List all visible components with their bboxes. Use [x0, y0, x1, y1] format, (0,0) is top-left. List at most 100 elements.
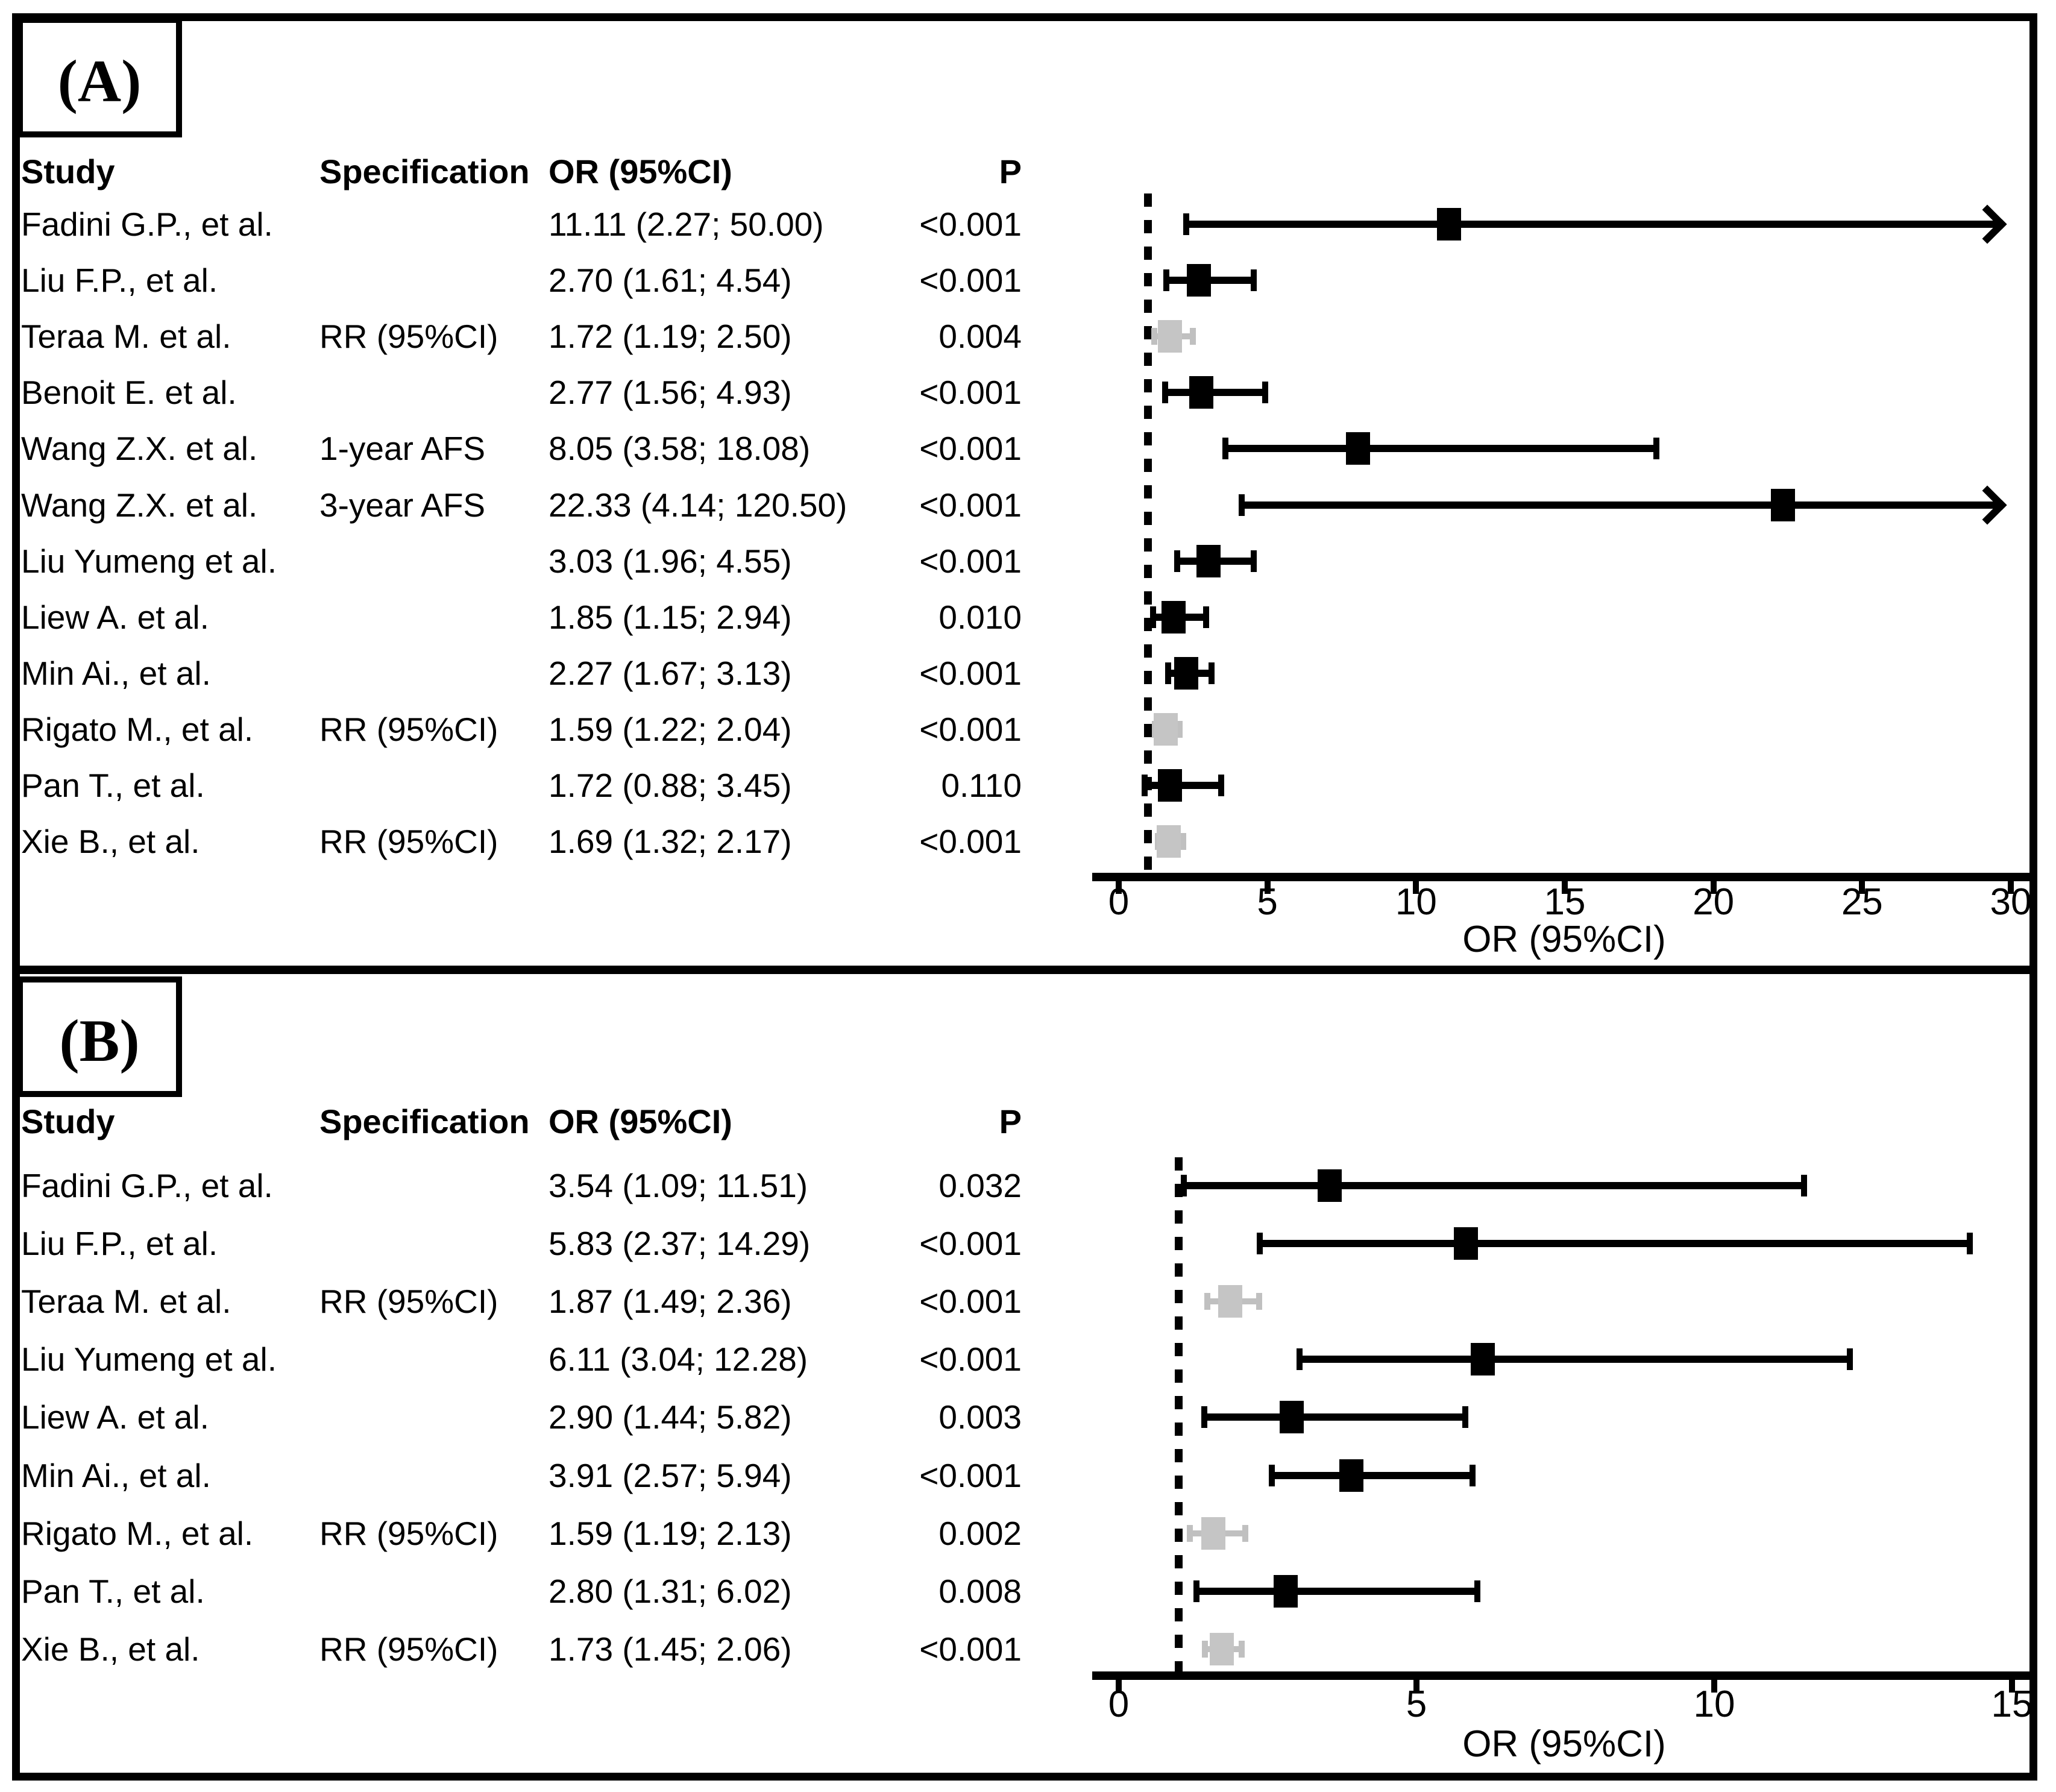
specification-cell: RR (95%CI)	[319, 710, 498, 748]
axis-tick-label: 20	[1693, 881, 1735, 923]
study-cell: Xie B., et al.	[21, 1630, 200, 1668]
study-cell: Liu F.P., et al.	[21, 262, 218, 300]
ci-line	[1196, 1587, 1477, 1595]
study-cell: Liew A. et al.	[21, 1398, 209, 1436]
ci-cap-left	[1202, 1640, 1209, 1658]
axis-tick-label: 30	[1990, 881, 2032, 923]
ci-line	[1260, 1240, 1970, 1248]
or-marker	[1339, 1459, 1364, 1492]
specification-cell	[319, 1570, 542, 1613]
p-value-cell: <0.001	[919, 262, 1022, 300]
ci-cap-left	[1180, 1175, 1187, 1196]
ci-cap-right	[1801, 1175, 1808, 1196]
or-marker	[1189, 376, 1213, 409]
p-value-cell: <0.001	[919, 486, 1022, 524]
or-ci-cell: 2.77 (1.56; 4.93)	[549, 374, 792, 412]
or-marker	[1470, 1343, 1495, 1376]
ci-line	[1186, 221, 2001, 228]
specification-cell	[319, 1222, 542, 1265]
p-value-cell: <0.001	[919, 654, 1022, 692]
column-header-p-b: P	[999, 1102, 1022, 1140]
ci-cap-left	[1162, 382, 1168, 404]
x-axis-title-a: OR (95%CI)	[1462, 919, 1666, 960]
or-marker	[1196, 544, 1221, 577]
or-marker	[1157, 320, 1182, 353]
or-marker	[1346, 432, 1371, 465]
p-value-cell: 0.008	[938, 1572, 1022, 1610]
axis-tick	[1859, 881, 1866, 894]
or-ci-cell: 5.83 (2.37; 14.29)	[549, 1225, 811, 1263]
study-cell: Wang Z.X. et al.	[21, 430, 258, 468]
or-marker	[1454, 1227, 1478, 1260]
study-cell: Min Ai., et al.	[21, 654, 211, 692]
panel-a-label-box: (A)	[17, 17, 182, 137]
p-value-cell: 0.110	[941, 767, 1022, 804]
column-header-or-ci-a: OR (95%CI)	[549, 152, 732, 190]
or-ci-cell: 3.91 (2.57; 5.94)	[549, 1456, 792, 1494]
reference-line-b	[1175, 1157, 1183, 1676]
p-value-cell: <0.001	[919, 374, 1022, 412]
p-value-cell: <0.001	[919, 1225, 1022, 1263]
axis-tick	[1264, 881, 1271, 894]
p-value-cell: <0.001	[919, 542, 1022, 580]
axis-tick-label: 10	[1693, 1684, 1735, 1725]
ci-cap-right	[1262, 382, 1269, 404]
panel-a-label: (A)	[57, 48, 142, 115]
or-ci-cell: 1.59 (1.22; 2.04)	[549, 710, 792, 748]
p-value-cell: <0.001	[919, 1341, 1022, 1379]
or-marker	[1157, 769, 1182, 802]
specification-cell: 3-year AFS	[319, 486, 486, 524]
axis-tick	[2007, 881, 2014, 894]
specification-cell	[319, 652, 542, 695]
axis-tick-label: 0	[1108, 1684, 1130, 1725]
ci-cap-right	[1653, 438, 1659, 460]
ci-cap-left	[1186, 1524, 1193, 1542]
ci-cap-left	[1257, 1233, 1263, 1255]
column-header-specification-a: Specification	[319, 152, 530, 190]
p-value-cell: <0.001	[919, 710, 1022, 748]
or-ci-cell: 2.70 (1.61; 4.54)	[549, 262, 792, 300]
axis-tick-label: 10	[1395, 881, 1437, 923]
panel-divider	[12, 966, 2037, 974]
ci-cap-right	[1180, 833, 1187, 850]
ci-cap-left	[1149, 606, 1156, 628]
ci-cap-right	[1250, 269, 1257, 292]
or-ci-cell: 8.05 (3.58; 18.08)	[549, 430, 811, 468]
p-value-cell: <0.001	[919, 206, 1022, 243]
ci-cap-right	[1218, 775, 1225, 796]
ci-cap-left	[1142, 775, 1148, 796]
study-cell: Liu Yumeng et al.	[21, 542, 277, 580]
specification-cell: RR (95%CI)	[319, 1514, 498, 1552]
ci-line	[1204, 1413, 1465, 1421]
or-ci-cell: 3.54 (1.09; 11.51)	[549, 1167, 808, 1204]
or-marker	[1273, 1574, 1298, 1608]
study-cell: Rigato M., et al.	[21, 1514, 254, 1552]
study-cell: Benoit E. et al.	[21, 374, 237, 412]
specification-cell	[319, 1395, 542, 1439]
or-marker	[1154, 712, 1178, 746]
ci-cap-left	[1165, 662, 1172, 684]
specification-cell	[319, 1338, 542, 1381]
or-ci-cell: 1.72 (1.19; 2.50)	[549, 318, 792, 356]
ci-line	[1242, 501, 2001, 509]
specification-cell	[319, 371, 542, 414]
p-value-cell: 0.032	[938, 1167, 1022, 1204]
axis-tick	[1116, 1679, 1122, 1693]
ci-cap-left	[1201, 1406, 1208, 1429]
ci-cap-left	[1268, 1464, 1275, 1486]
ci-cap-right	[1474, 1580, 1480, 1602]
or-ci-cell: 1.85 (1.15; 2.94)	[549, 598, 792, 636]
study-cell: Min Ai., et al.	[21, 1456, 211, 1494]
ci-cap-left	[1297, 1348, 1303, 1371]
axis-tick-label: 0	[1108, 881, 1130, 923]
axis-tick-label: 15	[1544, 881, 1586, 923]
specification-cell	[319, 203, 542, 246]
ci-cap-right	[1176, 720, 1183, 738]
or-ci-cell: 1.59 (1.19; 2.13)	[549, 1514, 792, 1552]
or-ci-cell: 1.73 (1.45; 2.06)	[549, 1630, 792, 1668]
p-value-cell: <0.001	[919, 1630, 1022, 1668]
ci-cap-left	[1193, 1580, 1200, 1602]
ci-cap-right	[1966, 1233, 1973, 1255]
or-marker	[1187, 264, 1212, 297]
